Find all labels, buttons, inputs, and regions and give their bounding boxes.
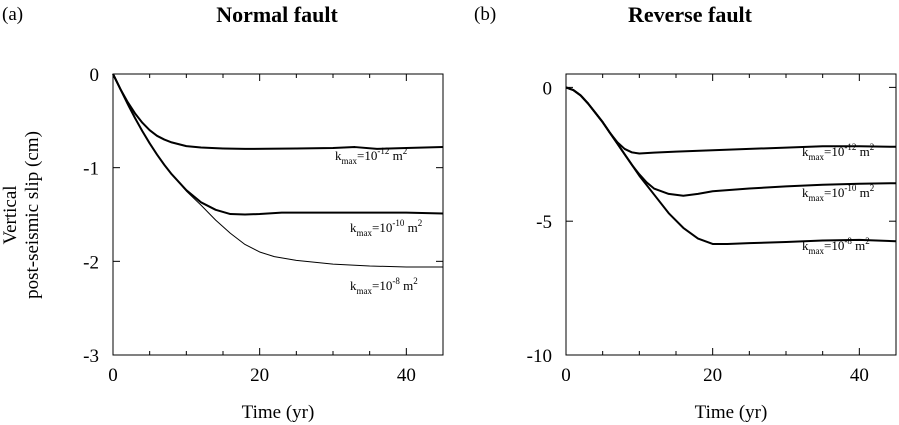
curves-reverse	[565, 86, 897, 245]
x-tick-label: 0	[561, 365, 571, 386]
y-tick-label: -3	[83, 346, 99, 367]
chart-title-normal: Normal fault	[216, 2, 338, 27]
curve-labels-reverse: kmax=10-12 m2 kmax=10-10 m2 kmax=10-8 m2	[802, 142, 874, 256]
series-line	[112, 73, 444, 216]
x-tick-label: 20	[250, 365, 269, 386]
curve-label: kmax=10-12 m2	[335, 146, 407, 166]
x-tick-label: 40	[397, 365, 416, 386]
x-tick-label: 40	[850, 365, 869, 386]
curve-labels-normal: kmax=10-12 m2 kmax=10-10 m2 kmax=10-8 m2	[335, 146, 422, 296]
curve-label: kmax=10-10 m2	[350, 218, 422, 238]
y-tick-label: -10	[527, 346, 552, 367]
plot-frame-reverse	[565, 73, 897, 356]
ticks-reverse: 0 20 40 0 -5 -10	[527, 74, 897, 386]
x-axis-label-normal: Time (yr)	[242, 402, 315, 423]
series-line	[112, 73, 443, 268]
chart-title-reverse: Reverse fault	[628, 2, 753, 27]
panel-normal-fault: (a) Normal fault 0 20 40 0 -1 -2 -3 kmax=10-12…	[0, 2, 444, 423]
curve-label: kmax=10-8 m2	[802, 236, 870, 256]
curve-label: kmax=10-8 m2	[350, 276, 418, 296]
x-tick-label: 20	[703, 365, 722, 386]
y-tick-label: -5	[536, 212, 552, 233]
y-axis-label-normal: Vertical post-seismic slip (cm)	[0, 131, 43, 299]
y-tick-label: -2	[83, 252, 99, 273]
y-axis-label-line2: post-seismic slip (cm)	[22, 131, 43, 299]
y-tick-label: 0	[90, 65, 100, 86]
x-tick-label: 0	[108, 365, 118, 386]
panel-label-b: (b)	[474, 4, 496, 25]
y-axis-label-line1: Vertical	[0, 185, 21, 244]
y-tick-label: -1	[83, 159, 99, 180]
ticks-normal: 0 20 40 0 -1 -2 -3	[83, 65, 444, 386]
panel-label-a: (a)	[2, 4, 23, 25]
series-line	[112, 73, 444, 150]
curve-label: kmax=10-10 m2	[802, 183, 874, 203]
curves-normal	[112, 73, 444, 268]
y-tick-label: 0	[543, 78, 553, 99]
curve-label: kmax=10-12 m2	[802, 142, 874, 162]
plot-frame-normal	[112, 73, 444, 356]
x-axis-label-reverse: Time (yr)	[695, 402, 768, 423]
series-line	[565, 86, 897, 245]
panel-reverse-fault: (b) Reverse fault 0 20 40 0 -5 -10 kmax=10-12…	[474, 2, 897, 423]
